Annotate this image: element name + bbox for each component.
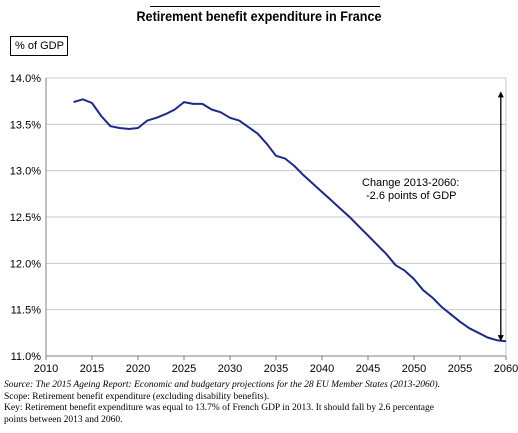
x-tick-label: 2015 [80,363,104,375]
x-tick-label: 2060 [494,363,518,375]
axes [45,78,507,360]
x-tick-label: 2010 [34,363,58,375]
line-chart: 11.0% 11.5% 12.0% 12.5% 13.0% 13.5% 14.0% 2010 2… [10,73,518,375]
x-tick-label: 2025 [172,363,196,375]
change-arrow-head-bottom [497,335,504,342]
grid-lines [46,77,506,357]
x-tick-label: 2040 [310,363,334,375]
title-rule [150,6,380,7]
change-annotation: Change 2013-2060:-2.6 points of GDP [362,91,504,342]
annotation-line1: Change 2013-2060: [362,177,459,189]
y-tick-label: 14.0% [10,73,41,85]
source-note: Source: The 2015 Ageing Report: Economic… [4,380,441,390]
x-tick-label: 2050 [402,363,426,375]
expenditure-series-line [73,98,507,343]
x-tick-label: 2055 [448,363,472,375]
change-arrow-head-top [497,91,504,98]
key-note-line1: Key: Retirement benefit expenditure was … [4,403,434,413]
y-tick-label: 11.5% [11,305,42,317]
y-tick-label: 12.0% [10,258,41,270]
x-tick-label: 2030 [218,363,242,375]
y-tick-label: 13.0% [10,166,41,178]
annotation-line2: -2.6 points of GDP [366,190,457,202]
x-tick-label: 2020 [126,363,150,375]
y-axis-unit-label: % of GDP [10,36,68,56]
x-tick-label: 2045 [356,363,380,375]
chart-title: Retirement benefit expenditure in France [136,8,382,24]
tick-labels: 11.0% 11.5% 12.0% 12.5% 13.0% 13.5% 14.0% 2010 2… [10,73,518,375]
series-layer [73,98,507,343]
scope-note: Scope: Retirement benefit expenditure (e… [4,391,270,402]
key-note-line2: points between 2013 and 2060. [4,414,123,425]
y-tick-label: 12.5% [10,212,41,224]
y-tick-label: 11.0% [11,351,42,363]
x-tick-label: 2035 [264,363,288,375]
chart-notes: Source: The 2015 Ageing Report: Economic… [4,380,516,426]
y-tick-label: 13.5% [10,119,41,131]
